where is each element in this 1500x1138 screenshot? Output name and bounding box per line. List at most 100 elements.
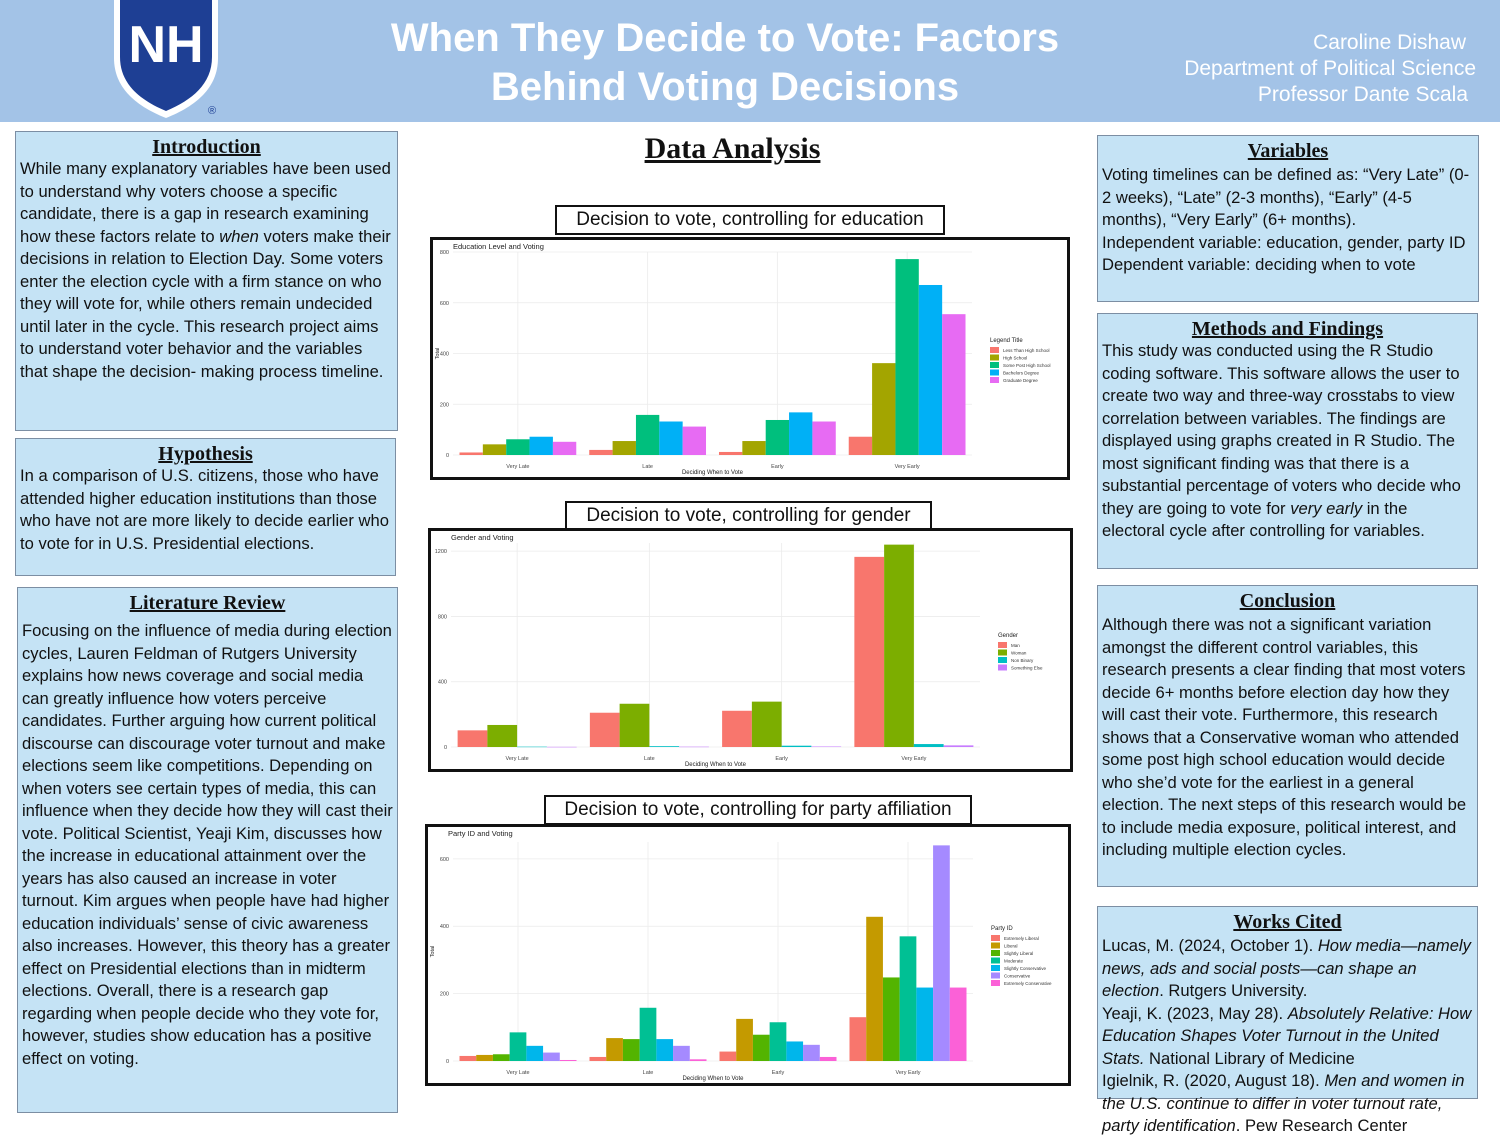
party-chart: Party ID and Voting 0 200 400 600 Very Late La… <box>425 824 1071 1086</box>
y-tick-label: 200 <box>440 402 449 408</box>
y-axis-label: Total <box>435 348 441 360</box>
introduction-text: While many explanatory variables have be… <box>20 158 393 383</box>
conclusion-text: Although there was not a significant var… <box>1102 615 1467 859</box>
citation-lucas-a: Lucas, M. (2024, October 1). <box>1102 936 1318 955</box>
legend-title: Party ID <box>991 926 1013 932</box>
legend-label: Some Post High School <box>1003 363 1051 368</box>
bar <box>482 444 507 455</box>
y-tick-label: 800 <box>440 250 449 256</box>
bar <box>848 436 873 455</box>
poster-title: When They Decide to Vote: Factors Behind… <box>350 14 1100 112</box>
bar <box>854 556 885 747</box>
y-tick-label: 200 <box>440 992 449 998</box>
x-tick-label: Very Early <box>895 1070 920 1076</box>
svg-text:NH: NH <box>128 16 203 74</box>
header-banner: NH ® When They Decide to Vote: Factors B… <box>0 0 1500 122</box>
legend-swatch <box>991 950 1000 956</box>
y-axis-label: Total <box>430 946 436 958</box>
bar <box>619 703 650 747</box>
legend-swatch <box>990 377 999 383</box>
variables-definition: Voting timelines can be defined as: “Ver… <box>1102 165 1470 229</box>
legend-swatch <box>991 965 1000 971</box>
methods-text: This study was conducted using the R Stu… <box>1102 340 1473 543</box>
svg-text:®: ® <box>208 105 216 117</box>
introduction-panel: Introduction While many explanatory vari… <box>15 131 398 431</box>
y-tick-label: 400 <box>438 680 447 686</box>
bar <box>913 744 944 747</box>
legend-label: Something Else <box>1011 666 1043 671</box>
bar <box>811 746 842 748</box>
bar <box>635 414 660 455</box>
chart-title: Party ID and Voting <box>448 829 513 838</box>
bar <box>606 1038 623 1061</box>
introduction-heading: Introduction <box>152 136 261 158</box>
bar <box>589 1056 607 1061</box>
bar <box>517 746 547 748</box>
bar <box>689 1059 707 1061</box>
hypothesis-panel: Hypothesis In a comparison of U.S. citiz… <box>15 438 396 576</box>
x-tick-label: Very Late <box>506 464 529 470</box>
literature-review-text: Focusing on the influence of media durin… <box>22 621 393 1068</box>
bar <box>872 363 896 455</box>
x-tick-label: Late <box>643 1070 654 1076</box>
professor-name: Professor Dante Scala <box>1257 83 1468 106</box>
legend-label: Moderate <box>1004 959 1024 964</box>
bar <box>752 1034 770 1061</box>
bar <box>682 426 707 455</box>
legend-title: Legend Title <box>990 338 1023 344</box>
bar <box>679 746 709 748</box>
x-tick-label: Very Early <box>901 756 926 762</box>
legend-swatch <box>991 957 1000 964</box>
bar <box>589 712 620 747</box>
y-tick-label: 400 <box>440 352 449 358</box>
legend-label: Graduate Degree <box>1003 378 1038 383</box>
bar <box>742 441 766 455</box>
bar <box>899 936 917 1061</box>
conclusion-heading: Conclusion <box>1239 590 1336 612</box>
methods-text-b: in the electoral cycle after controlling… <box>1102 498 1425 541</box>
citation-lucas: Lucas, M. (2024, October 1). How media—n… <box>1102 935 1473 1003</box>
bar <box>559 1059 577 1061</box>
x-axis-label: Deciding When to Vote <box>682 1076 744 1082</box>
citation-lucas-b: . Rutgers University. <box>1159 981 1308 1000</box>
bar <box>509 1032 527 1061</box>
legend-swatch <box>998 657 1007 663</box>
bar <box>719 1051 737 1061</box>
hypothesis-text: In a comparison of U.S. citizens, those … <box>20 466 389 553</box>
bar <box>933 845 950 1061</box>
bar <box>942 314 966 455</box>
bar <box>546 746 577 748</box>
bar <box>916 987 934 1061</box>
bar <box>459 452 483 455</box>
bar <box>751 701 782 747</box>
bar <box>769 1022 787 1061</box>
bar <box>673 1045 690 1061</box>
variables-panel: Variables Voting timelines can be define… <box>1097 135 1479 302</box>
citation-igielnik-b: . Pew Research Center <box>1235 1116 1408 1135</box>
hypothesis-heading: Hypothesis <box>158 443 253 465</box>
bar <box>943 745 974 747</box>
bar <box>781 745 812 747</box>
education-chart: Education Level and Voting 0 200 400 600 800 V… <box>430 237 1070 480</box>
legend-label: Slightly Liberal <box>1004 951 1033 956</box>
conclusion-panel: Conclusion Although there was not a sign… <box>1097 585 1478 887</box>
bar <box>849 1017 867 1061</box>
citation-lucas-title: How media—namely news, ads and social po… <box>1102 936 1471 1000</box>
y-tick-label: 600 <box>440 857 449 863</box>
introduction-text-em: when <box>219 226 259 246</box>
citation-yeaji: Yeaji, K. (2023, May 28). Absolutely Rel… <box>1102 1003 1473 1071</box>
bar <box>457 730 488 747</box>
bar <box>622 1039 640 1061</box>
citation-igielnik-a: Igielnik, R. (2020, August 18). <box>1102 1071 1325 1090</box>
x-tick-label: Very Late <box>506 1070 529 1076</box>
legend-label: High School <box>1003 356 1027 361</box>
citation-yeaji-a: Yeaji, K. (2023, May 28). <box>1102 1003 1288 1023</box>
bar <box>918 284 943 455</box>
education-chart-label: Decision to vote, controlling for educat… <box>555 205 945 235</box>
legend-title: Gender <box>998 633 1018 639</box>
legend-swatch <box>991 972 1000 979</box>
legend-label: Less Than High School <box>1003 348 1049 353</box>
bar <box>812 421 836 455</box>
bar <box>459 1055 477 1061</box>
bar <box>803 1044 820 1061</box>
